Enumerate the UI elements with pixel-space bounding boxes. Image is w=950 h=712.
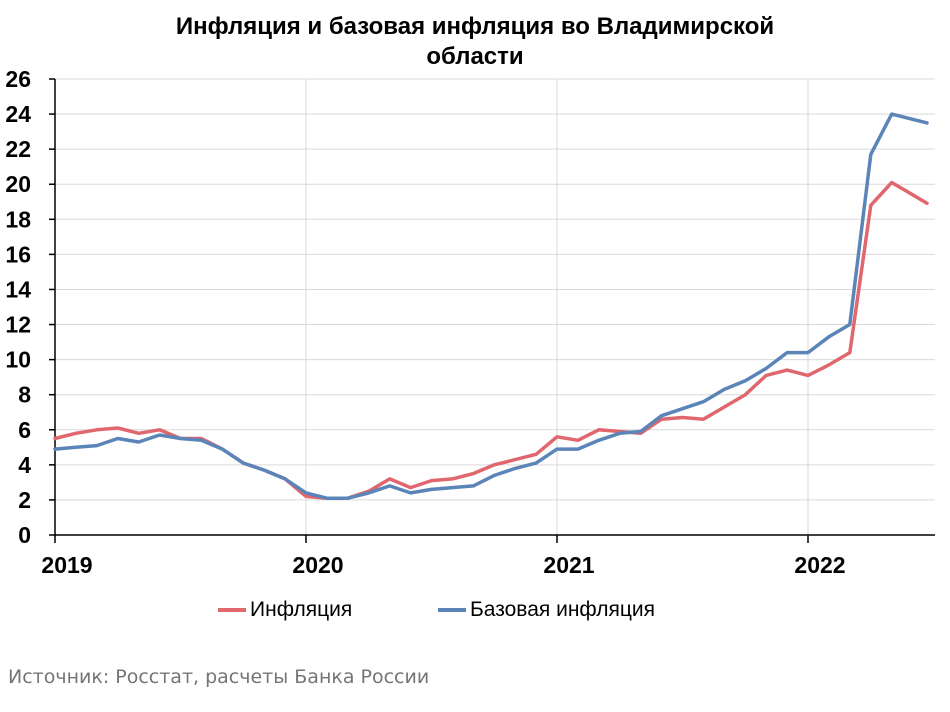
y-tick-label: 18 (5, 206, 31, 232)
legend: Инфляция Базовая инфляция (0, 598, 950, 628)
x-tick-label: 2019 (41, 552, 92, 578)
axes (49, 78, 935, 543)
legend-item-core: Базовая инфляция (438, 598, 655, 622)
legend-item-inflation: Инфляция (218, 598, 352, 622)
y-tick-label: 14 (5, 276, 31, 302)
grid-lines (55, 78, 935, 535)
chart-title-line1: Инфляция и базовая инфляция во Владимирс… (175, 13, 775, 40)
x-tick-labels: 2019 2020 2021 2022 (41, 552, 845, 578)
y-tick-label: 24 (5, 101, 31, 127)
series-line-inflation (53, 180, 915, 500)
y-tick-label: 12 (5, 312, 31, 338)
y-tick-label: 0 (18, 522, 31, 548)
y-tick-label: 26 (5, 66, 31, 92)
x-tick-label: 2020 (292, 552, 343, 578)
x-tick-label: 2022 (794, 552, 845, 578)
chart-title: Инфляция и базовая инфляция во Владимирс… (0, 12, 950, 72)
x-tick-label: 2021 (543, 552, 594, 578)
series-line-core (53, 112, 915, 500)
y-tick-label: 20 (5, 171, 31, 197)
y-tick-label: 6 (18, 417, 31, 443)
series-line-inflation-tail (910, 193, 929, 205)
chart-title-line2: области (426, 43, 524, 70)
y-tick-label: 4 (18, 452, 31, 478)
y-tick-label: 10 (5, 347, 31, 373)
legend-label-inflation: Инфляция (250, 598, 353, 621)
legend-label-core: Базовая инфляция (470, 598, 656, 621)
series-line-core-tail (910, 117, 929, 125)
y-tick-label: 22 (5, 136, 31, 162)
y-tick-label: 16 (5, 241, 31, 267)
legend-swatch-core (438, 608, 466, 612)
series-lines (53, 112, 929, 500)
legend-swatch-inflation (218, 608, 246, 612)
y-tick-label: 2 (18, 487, 31, 513)
y-tick-label: 8 (18, 382, 31, 408)
source-note: Источник: Росстат, расчеты Банка России (8, 666, 430, 688)
